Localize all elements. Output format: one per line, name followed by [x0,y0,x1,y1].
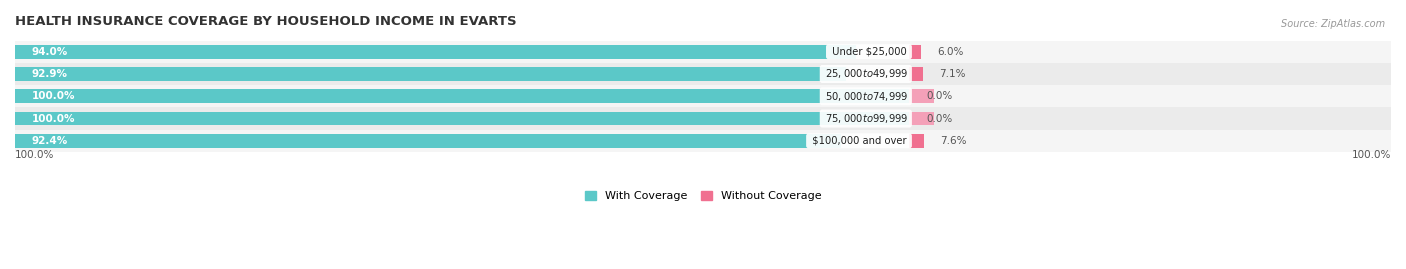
Text: 100.0%: 100.0% [1351,150,1391,160]
Text: $50,000 to $74,999: $50,000 to $74,999 [823,90,910,103]
Bar [15,130,1391,152]
Bar [910,45,921,59]
Text: 7.1%: 7.1% [939,69,966,79]
Text: 92.4%: 92.4% [31,136,67,146]
Text: 0.0%: 0.0% [927,114,952,123]
Bar [910,67,924,81]
Bar [15,63,1391,85]
Text: 0.0%: 0.0% [927,91,952,101]
Text: $100,000 and over: $100,000 and over [808,136,910,146]
Bar [15,107,1391,130]
Bar [15,134,841,148]
Bar [910,89,934,103]
Bar [15,89,910,103]
Text: $25,000 to $49,999: $25,000 to $49,999 [823,68,910,80]
Text: 100.0%: 100.0% [31,114,75,123]
Text: 92.9%: 92.9% [31,69,67,79]
Text: 100.0%: 100.0% [15,150,55,160]
Text: $75,000 to $99,999: $75,000 to $99,999 [823,112,910,125]
Text: Under $25,000: Under $25,000 [828,47,910,57]
Bar [15,112,910,125]
Text: Source: ZipAtlas.com: Source: ZipAtlas.com [1281,19,1385,29]
Bar [15,67,846,81]
Bar [15,85,1391,107]
Text: HEALTH INSURANCE COVERAGE BY HOUSEHOLD INCOME IN EVARTS: HEALTH INSURANCE COVERAGE BY HOUSEHOLD I… [15,15,516,28]
Bar [15,41,1391,63]
Text: 100.0%: 100.0% [31,91,75,101]
Legend: With Coverage, Without Coverage: With Coverage, Without Coverage [585,191,821,201]
Text: 7.6%: 7.6% [941,136,967,146]
Bar [910,134,924,148]
Bar [15,45,856,59]
Text: 6.0%: 6.0% [938,47,965,57]
Text: 94.0%: 94.0% [31,47,67,57]
Bar [910,112,934,125]
